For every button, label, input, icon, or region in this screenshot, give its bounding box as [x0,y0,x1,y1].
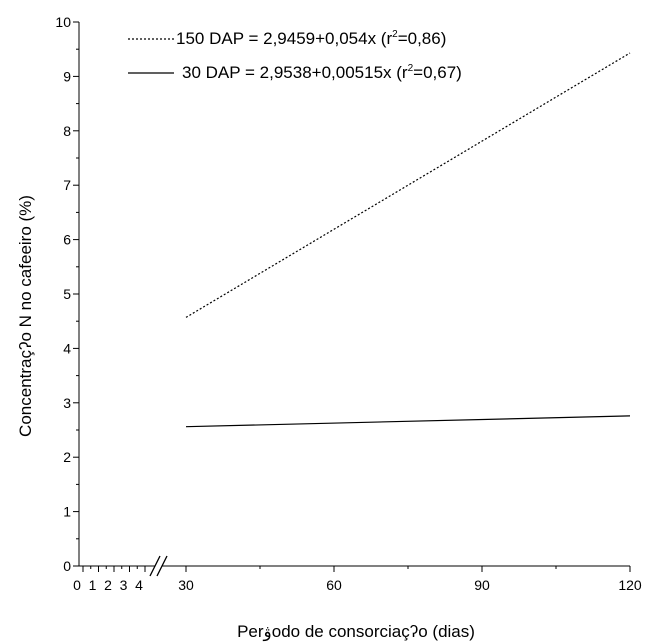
x-tick-label: 4 [135,577,143,593]
axis-break-mark [149,555,161,577]
y-axis-title: Concentraçʔo N no cafeeiro (%) [16,195,35,437]
y-tick-label: 2 [63,449,71,465]
y-tick-label: 4 [63,340,71,356]
y-tick-label: 5 [63,286,71,302]
x-tick-label: 3 [120,577,128,593]
series-layer [185,52,631,428]
y-tick-label: 10 [55,14,71,30]
legend: 150 DAP = 2,9459+0,054x (r2=0,86) 30 DAP … [128,29,462,82]
y-tick-label: 0 [63,558,71,574]
x-tick-label: 60 [326,577,342,593]
legend-label: 150 DAP = 2,9459+0,054x (r2=0,86) [176,29,446,48]
y-tick-label: 9 [63,68,71,84]
x-tick-label: 0 [73,577,81,593]
x-tick-label: 90 [474,577,490,593]
x-tick-label: 2 [104,577,112,593]
y-tick-label: 7 [63,177,71,193]
legend-label: 30 DAP = 2,9538+0,00515x (r2=0,67) [182,63,462,82]
y-tick-label: 3 [63,395,71,411]
x-tick-label: 30 [178,577,194,593]
x-axis-title: Perۋodo de consorciaçʔo (dias) [237,622,475,642]
y-tick-label: 8 [63,123,71,139]
series-line-30-dap [185,415,631,428]
series-line-150-dap [185,52,631,318]
x-tick-label: 1 [89,577,97,593]
axis-break-mark [156,555,168,577]
x-tick-label: 120 [618,577,642,593]
y-tick-label: 6 [63,232,71,248]
y-tick-label: 1 [63,504,71,520]
